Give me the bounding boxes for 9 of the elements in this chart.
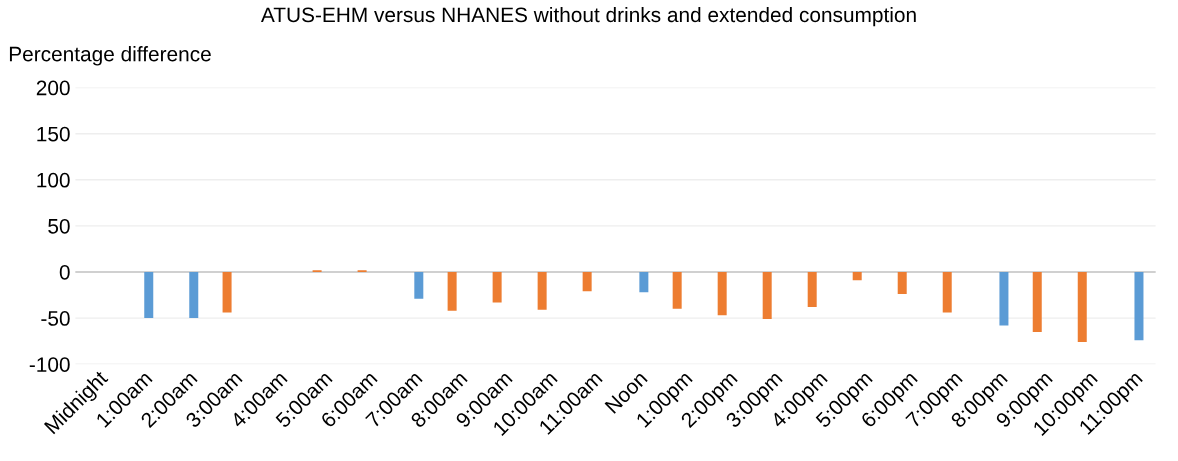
chart-title: ATUS-EHM versus NHANES without drinks and extended consumption <box>260 6 916 27</box>
y-tick-label: 100 <box>37 172 70 188</box>
y-tick-label: 200 <box>36 80 70 96</box>
y-tick-label: 0 <box>59 264 70 280</box>
y-axis-title: Percentage difference <box>9 46 211 66</box>
y-tick-label: 150 <box>37 126 70 142</box>
y-tick-label: -100 <box>29 357 70 372</box>
y-tick-label: -50 <box>41 311 70 326</box>
y-tick-label: 50 <box>48 218 70 234</box>
